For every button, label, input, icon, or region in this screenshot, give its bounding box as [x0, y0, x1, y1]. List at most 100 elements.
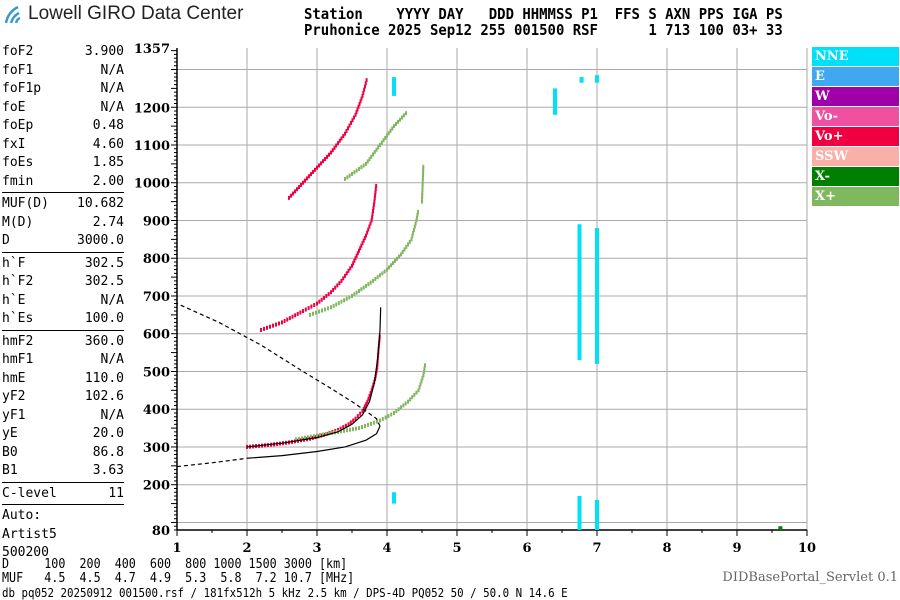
param-name: hmE — [2, 370, 26, 386]
model-trace-curve — [246, 307, 382, 448]
param-value: N/A — [100, 352, 124, 367]
echo-point — [323, 295, 325, 300]
echo-point — [292, 191, 294, 196]
echo-point — [298, 436, 300, 441]
echo-point — [362, 163, 365, 168]
param-value: 4.60 — [92, 136, 124, 152]
echo-point — [345, 296, 348, 301]
echo-band — [392, 77, 396, 96]
echo-point — [355, 168, 358, 173]
echo-point — [381, 271, 384, 276]
echo-point — [358, 102, 361, 107]
echo-point — [338, 281, 341, 286]
param-name: foEp — [2, 118, 34, 133]
echo-point — [421, 190, 424, 195]
echo-point — [310, 304, 313, 309]
echo-point — [304, 307, 307, 312]
autoscaling-info: 500200 — [2, 545, 49, 560]
legend-item: Vo+ — [812, 127, 899, 146]
echo-point — [413, 224, 416, 229]
echo-point — [352, 427, 354, 432]
echo-point — [349, 266, 352, 271]
echo-point — [421, 376, 424, 381]
x-tick-label: 8 — [662, 541, 671, 556]
echo-point — [302, 180, 304, 185]
echo-point — [383, 269, 386, 274]
echo-point — [381, 417, 384, 422]
echo-point — [405, 244, 408, 249]
param-name: yE — [2, 426, 18, 441]
echo-point — [340, 136, 343, 141]
echo-point — [353, 292, 356, 297]
y-tick-label: 80 — [152, 524, 170, 539]
echo-point — [386, 267, 388, 272]
param-name: yF2 — [2, 389, 26, 404]
echo-point — [368, 224, 371, 229]
param-row: h`F 302.5 — [2, 255, 124, 274]
param-value: 3.900 — [84, 44, 124, 59]
echo-point — [401, 249, 404, 254]
echo-point — [423, 363, 426, 368]
echo-point — [416, 210, 419, 215]
echo-point — [354, 112, 357, 117]
echo-point — [370, 388, 373, 393]
echo-point — [400, 252, 402, 257]
echo-point — [370, 218, 373, 223]
y-tick-label: 700 — [143, 290, 170, 305]
echo-point — [344, 131, 346, 136]
echo-point — [407, 242, 409, 247]
echo-point — [372, 278, 374, 283]
echo-point — [416, 212, 419, 217]
echo-point — [302, 309, 304, 314]
echo-point — [334, 285, 337, 290]
echo-point — [346, 175, 349, 180]
echo-point — [304, 178, 306, 183]
param-row: M(D) 2.74 — [2, 214, 124, 233]
echo-point — [322, 159, 324, 164]
echo-point — [407, 399, 409, 404]
echo-point — [387, 131, 390, 136]
echo-point — [373, 199, 376, 204]
echo-point — [365, 402, 368, 407]
echo-point — [397, 407, 400, 412]
legend-item: X- — [812, 167, 899, 186]
echo-point — [421, 196, 424, 201]
echo-point — [366, 399, 369, 404]
echo-point — [332, 303, 335, 308]
echo-point — [331, 148, 334, 153]
echo-point — [351, 118, 354, 123]
echo-point — [374, 193, 377, 198]
echo-point — [369, 280, 372, 285]
echo-point — [351, 293, 353, 298]
param-value: 11 — [108, 485, 124, 501]
echo-point — [296, 311, 299, 316]
echo-point — [363, 236, 366, 241]
echo-point — [369, 391, 372, 396]
echo-point — [343, 298, 346, 303]
echo-point — [363, 84, 366, 89]
x-tick-label: 4 — [382, 541, 391, 556]
echo-point — [335, 143, 338, 148]
echo-point — [401, 115, 403, 120]
y-tick-label: 400 — [143, 403, 170, 418]
echo-point — [412, 231, 415, 236]
echo-point — [382, 138, 385, 143]
echo-point — [367, 227, 370, 232]
echo-point — [309, 312, 311, 317]
echo-point — [364, 81, 367, 86]
echo-point — [412, 227, 415, 232]
y-tick-label: 600 — [143, 328, 170, 343]
echo-point — [291, 314, 294, 319]
echo-point — [417, 388, 420, 393]
echo-point — [355, 110, 358, 115]
param-row: B1 3.63 — [2, 462, 124, 481]
param-row: yF2 102.6 — [2, 388, 124, 407]
y-tick-label: 1357 — [134, 42, 170, 57]
echo-point — [367, 282, 370, 287]
param-value: 102.6 — [84, 389, 124, 404]
echo-point — [339, 426, 342, 431]
echo-point — [294, 313, 297, 318]
echo-point — [395, 409, 398, 414]
param-row: h`F2 302.5 — [2, 273, 124, 292]
x-tick-label: 6 — [522, 541, 531, 556]
